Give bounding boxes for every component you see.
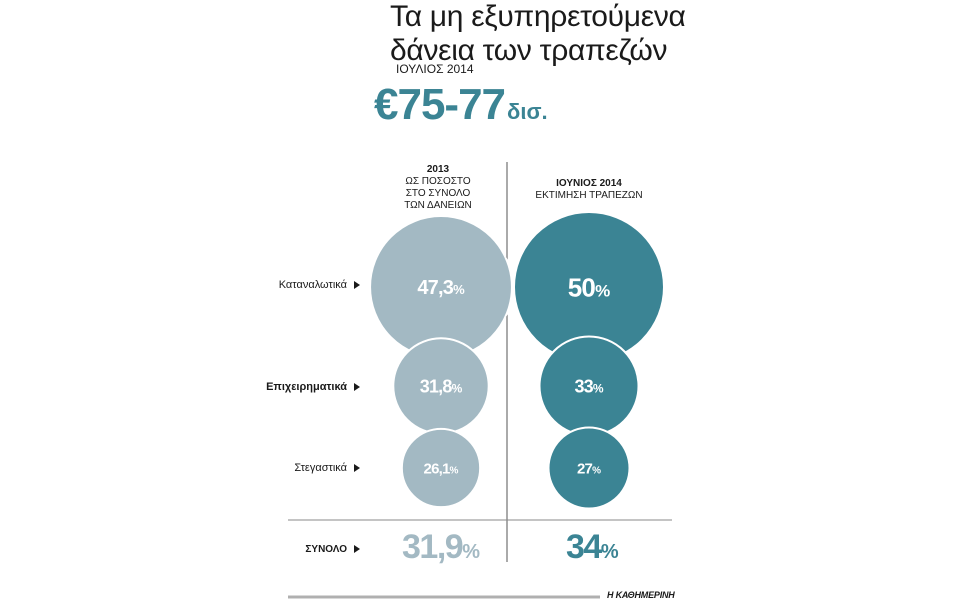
column-subtitle-2013-line-3: ΤΩΝ ΔΑΝΕΙΩΝ <box>404 200 472 211</box>
column-subtitle-2013-line-1: ΩΣ ΠΟΣΟΣΤΟ <box>405 176 471 187</box>
total-2014-value: 34 <box>566 528 602 566</box>
chart-title: Τα μη εξυπηρετούμενα δάνεια των τραπεζών <box>390 0 686 68</box>
row-label-consumer: Καταναλωτικά <box>279 279 360 291</box>
bubble-label-2014-1: 33% <box>574 376 603 396</box>
total-2013: 31,9% <box>402 528 480 567</box>
total-2014: 34% <box>566 528 619 567</box>
source-credit: Η ΚΑΘΗΜΕΡΙΝΗ <box>607 590 675 600</box>
column-subtitle-2014: ΕΚΤΙΜΗΣΗ ΤΡΑΠΕΖΩΝ <box>535 190 643 201</box>
bubble-label-2013-1: 31,8% <box>420 376 463 396</box>
arrow-right-icon <box>354 464 360 473</box>
title-line-2: δάνεια των τραπεζών <box>390 34 668 67</box>
total-2014-unit: % <box>600 541 619 563</box>
column-subtitle-2013-line-2: ΣΤΟ ΣΥΝΟΛΟ <box>405 188 471 199</box>
row-label-total-text: ΣΥΝΟΛΟ <box>305 544 347 555</box>
arrow-right-icon <box>354 383 360 392</box>
bubble-label-2014-0: 50% <box>568 272 610 302</box>
column-header-2013: 2013 ΩΣ ΠΟΣΟΣΤΟ ΣΤΟ ΣΥΝΟΛΟ ΤΩΝ ΔΑΝΕΙΩΝ <box>378 164 498 212</box>
bubble-label-2013-2: 26,1% <box>424 460 459 477</box>
row-label-mortgage: Στεγαστικά <box>294 462 360 474</box>
arrow-right-icon <box>354 281 360 290</box>
row-label-mortgage-text: Στεγαστικά <box>294 462 347 474</box>
row-label-consumer-text: Καταναλωτικά <box>278 279 347 291</box>
row-label-total: ΣΥΝΟΛΟ <box>305 544 360 555</box>
total-2013-unit: % <box>462 541 480 563</box>
date-label: ΙΟΥΛΙΟΣ 2014 <box>396 62 474 76</box>
title-line-1: Τα μη εξυπηρετούμενα <box>390 0 686 33</box>
row-label-business: Επιχειρηματικά <box>266 381 360 393</box>
arrow-right-icon <box>354 545 360 554</box>
total-value: €75-77 <box>374 80 506 129</box>
total-unit: δισ. <box>507 99 548 124</box>
bubble-label-2013-0: 47,3% <box>417 277 465 299</box>
bubble-2013-2 <box>400 427 482 509</box>
bubble-2014-2 <box>547 426 631 510</box>
total-amount: €75-77δισ. <box>374 80 548 130</box>
row-label-business-text: Επιχειρηματικά <box>266 381 347 393</box>
total-2013-value: 31,9 <box>402 528 464 566</box>
column-year-2013: 2013 <box>426 164 450 175</box>
column-header-2014: ΙΟΥΝΙΟΣ 2014 ΕΚΤΙΜΗΣΗ ΤΡΑΠΕΖΩΝ <box>518 178 660 202</box>
column-year-2014: ΙΟΥΝΙΟΣ 2014 <box>556 178 622 189</box>
bubble-label-2014-2: 27% <box>577 460 601 477</box>
